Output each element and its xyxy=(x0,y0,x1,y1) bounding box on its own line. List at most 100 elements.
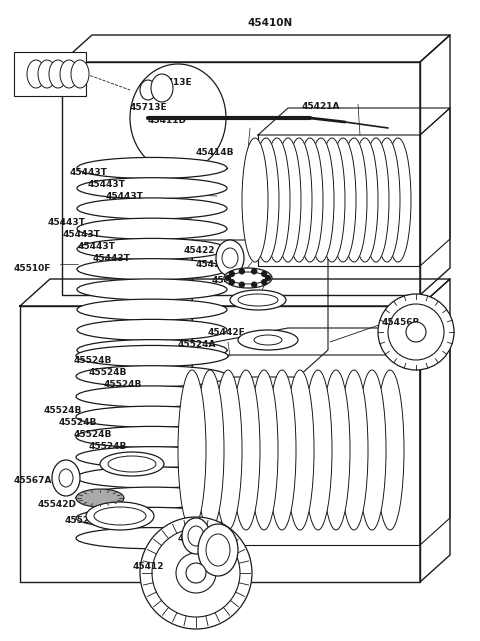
Ellipse shape xyxy=(254,335,282,345)
Ellipse shape xyxy=(216,240,244,276)
Ellipse shape xyxy=(77,319,227,340)
Text: 45567A: 45567A xyxy=(14,476,52,485)
Circle shape xyxy=(262,271,267,276)
Ellipse shape xyxy=(206,534,230,566)
Text: 45511E: 45511E xyxy=(178,534,216,543)
Ellipse shape xyxy=(76,528,228,549)
Ellipse shape xyxy=(132,74,224,162)
Ellipse shape xyxy=(77,258,227,279)
Ellipse shape xyxy=(363,138,389,262)
Text: 45422: 45422 xyxy=(184,246,216,255)
Ellipse shape xyxy=(198,524,238,576)
Ellipse shape xyxy=(152,529,240,617)
Ellipse shape xyxy=(132,98,224,138)
Ellipse shape xyxy=(76,426,228,447)
Text: 45523: 45523 xyxy=(120,458,151,467)
Text: 45524B: 45524B xyxy=(104,380,143,389)
Text: 45443T: 45443T xyxy=(70,168,108,177)
Ellipse shape xyxy=(76,406,228,428)
Ellipse shape xyxy=(108,456,156,472)
Ellipse shape xyxy=(374,138,400,262)
Ellipse shape xyxy=(76,467,228,488)
Circle shape xyxy=(240,269,244,274)
Circle shape xyxy=(229,279,234,285)
Text: 45510F: 45510F xyxy=(14,264,51,273)
Circle shape xyxy=(252,269,257,274)
Text: 45423D: 45423D xyxy=(196,260,235,269)
Text: 45443T: 45443T xyxy=(48,218,86,227)
Ellipse shape xyxy=(275,138,301,262)
Text: 45424B: 45424B xyxy=(212,276,251,285)
Ellipse shape xyxy=(388,304,444,360)
Ellipse shape xyxy=(378,294,454,370)
Ellipse shape xyxy=(253,138,279,262)
Ellipse shape xyxy=(222,248,238,268)
Ellipse shape xyxy=(238,294,278,306)
Ellipse shape xyxy=(140,517,252,629)
Ellipse shape xyxy=(340,370,368,530)
Ellipse shape xyxy=(151,74,173,102)
Ellipse shape xyxy=(376,370,404,530)
Ellipse shape xyxy=(132,94,224,142)
Text: 45524C: 45524C xyxy=(65,516,103,525)
Ellipse shape xyxy=(77,178,227,199)
Text: 45421A: 45421A xyxy=(302,102,340,111)
Ellipse shape xyxy=(77,299,227,320)
Text: 45414B: 45414B xyxy=(196,148,235,157)
Circle shape xyxy=(265,276,271,281)
Text: 45411D: 45411D xyxy=(148,116,187,125)
Ellipse shape xyxy=(76,386,228,407)
Ellipse shape xyxy=(214,370,242,530)
Ellipse shape xyxy=(76,489,124,507)
Text: 45410N: 45410N xyxy=(247,18,293,28)
Ellipse shape xyxy=(358,370,386,530)
Text: 45456B: 45456B xyxy=(382,318,420,327)
Circle shape xyxy=(252,282,257,287)
Text: 45514A: 45514A xyxy=(200,548,239,557)
Ellipse shape xyxy=(77,340,227,361)
Ellipse shape xyxy=(268,370,296,530)
Ellipse shape xyxy=(230,272,266,284)
Ellipse shape xyxy=(130,64,226,172)
Ellipse shape xyxy=(52,460,80,496)
Ellipse shape xyxy=(77,279,227,300)
Text: 45524B: 45524B xyxy=(74,356,112,365)
Ellipse shape xyxy=(308,138,334,262)
Ellipse shape xyxy=(406,322,426,342)
Ellipse shape xyxy=(60,60,78,88)
Ellipse shape xyxy=(132,106,224,130)
Circle shape xyxy=(229,271,234,276)
Ellipse shape xyxy=(76,365,228,387)
Ellipse shape xyxy=(27,60,45,88)
Circle shape xyxy=(226,276,230,281)
Ellipse shape xyxy=(49,60,67,88)
Ellipse shape xyxy=(140,80,156,100)
Text: 45443T: 45443T xyxy=(63,230,101,239)
Ellipse shape xyxy=(94,507,146,525)
Text: 45443T: 45443T xyxy=(93,254,131,263)
Ellipse shape xyxy=(77,198,227,219)
Text: 45524B: 45524B xyxy=(59,418,97,427)
Ellipse shape xyxy=(297,138,323,262)
Ellipse shape xyxy=(86,502,154,530)
Ellipse shape xyxy=(176,553,216,593)
Ellipse shape xyxy=(188,526,204,546)
Ellipse shape xyxy=(304,370,332,530)
Text: 45524B: 45524B xyxy=(89,368,127,377)
Ellipse shape xyxy=(286,138,312,262)
Ellipse shape xyxy=(264,138,290,262)
Ellipse shape xyxy=(186,563,206,583)
Ellipse shape xyxy=(286,370,314,530)
Text: 45443T: 45443T xyxy=(106,192,144,201)
Ellipse shape xyxy=(182,518,210,554)
Ellipse shape xyxy=(322,370,350,530)
Text: 45443T: 45443T xyxy=(78,242,116,251)
Ellipse shape xyxy=(178,370,206,530)
Text: 45524A: 45524A xyxy=(178,340,216,349)
Text: 45524B: 45524B xyxy=(89,442,127,451)
Ellipse shape xyxy=(77,218,227,239)
Ellipse shape xyxy=(132,86,224,150)
Text: 45524B: 45524B xyxy=(44,406,83,415)
Ellipse shape xyxy=(71,60,89,88)
Text: 45442F: 45442F xyxy=(208,328,246,337)
